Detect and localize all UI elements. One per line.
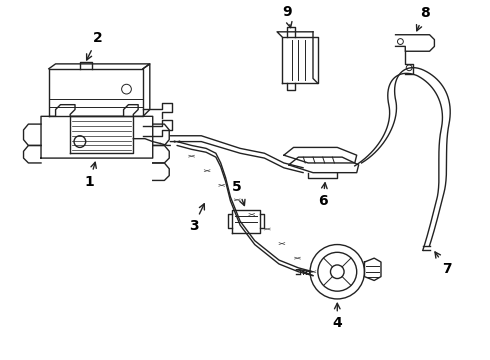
Text: 3: 3 xyxy=(189,204,204,233)
Text: 9: 9 xyxy=(282,5,292,28)
Text: 8: 8 xyxy=(416,6,430,31)
Text: 4: 4 xyxy=(332,303,342,330)
Text: 2: 2 xyxy=(87,31,102,60)
Text: 6: 6 xyxy=(318,183,327,208)
Text: 1: 1 xyxy=(85,162,97,189)
Text: 7: 7 xyxy=(435,252,452,276)
Text: 5: 5 xyxy=(232,180,245,206)
